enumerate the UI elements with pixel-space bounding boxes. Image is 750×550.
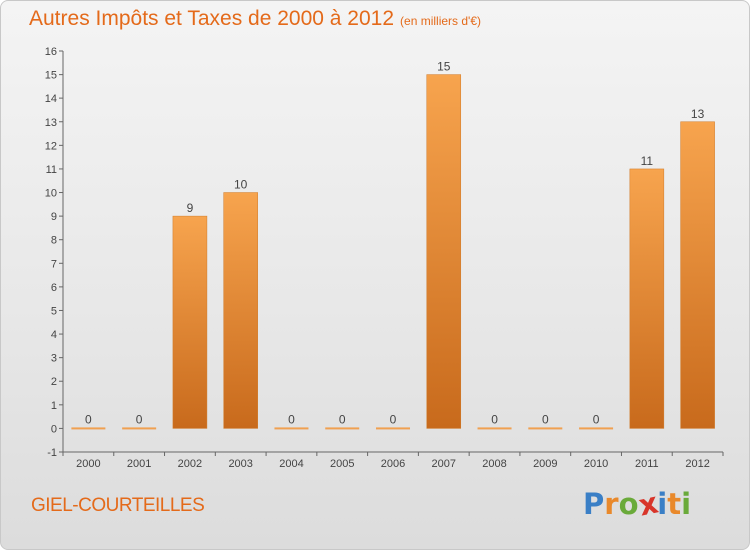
x-tick-label: 2007 bbox=[432, 458, 456, 470]
logo-letter: t bbox=[667, 487, 682, 521]
bar bbox=[629, 168, 665, 429]
data-label: 0 bbox=[339, 412, 346, 426]
y-tick-label: 12 bbox=[45, 140, 57, 152]
bar bbox=[122, 427, 157, 430]
x-tick-label: 2008 bbox=[482, 458, 506, 470]
data-label: 0 bbox=[136, 412, 143, 426]
y-tick-label: 7 bbox=[51, 258, 57, 270]
x-tick-label: 2006 bbox=[381, 458, 405, 470]
y-tick-label: 4 bbox=[51, 329, 57, 341]
bar bbox=[477, 427, 512, 430]
y-tick-label: 2 bbox=[51, 376, 57, 388]
data-label: 11 bbox=[641, 154, 654, 168]
y-tick-label: 14 bbox=[45, 93, 57, 105]
bar bbox=[426, 74, 462, 429]
x-tick-label: 2003 bbox=[228, 458, 252, 470]
y-tick-label: 15 bbox=[45, 70, 57, 82]
y-tick-label: 8 bbox=[51, 235, 57, 247]
x-tick-label: 2012 bbox=[685, 458, 709, 470]
bar bbox=[172, 215, 208, 429]
y-tick-label: 9 bbox=[51, 211, 57, 223]
x-tick-label: 2002 bbox=[178, 458, 202, 470]
bar bbox=[274, 427, 309, 430]
data-label: 0 bbox=[85, 412, 92, 426]
data-label: 13 bbox=[691, 107, 705, 121]
x-tick-label: 2011 bbox=[635, 458, 659, 470]
bar bbox=[528, 427, 563, 430]
y-tick-label: 5 bbox=[51, 305, 57, 317]
bar bbox=[680, 121, 715, 429]
y-tick-label: 11 bbox=[46, 164, 57, 176]
data-label: 0 bbox=[288, 412, 295, 426]
logo-letter: i bbox=[657, 487, 668, 521]
data-label: 10 bbox=[234, 178, 248, 192]
logo-letter: P bbox=[583, 487, 605, 521]
bar bbox=[223, 192, 258, 429]
data-labels: 0 0 9 10 0 0 0 15 0 0 0 11 13 bbox=[85, 60, 705, 427]
x-tick-label: 2009 bbox=[533, 458, 557, 470]
logo-letter: o bbox=[618, 487, 639, 521]
y-tick-label: 1 bbox=[51, 400, 57, 412]
x-tick-label: 2010 bbox=[584, 458, 608, 470]
logo-letter: r bbox=[604, 487, 619, 521]
chart-title: Autres Impôts et Taxes de 2000 à 2012 (en… bbox=[29, 7, 481, 31]
bars bbox=[71, 74, 715, 430]
bar bbox=[325, 427, 360, 430]
data-label: 15 bbox=[437, 60, 451, 74]
y-tick-label: 16 bbox=[45, 46, 57, 58]
x-tick-label: 2001 bbox=[127, 458, 151, 470]
data-label: 0 bbox=[593, 412, 600, 426]
y-tick-label: -1 bbox=[47, 447, 57, 459]
chart-title-unit: (en milliers d'€) bbox=[400, 14, 482, 28]
x-tick-label: 2000 bbox=[76, 458, 100, 470]
place-name: GIEL-COURTEILLES bbox=[31, 495, 205, 516]
bar bbox=[71, 427, 106, 430]
y-tick-label: 13 bbox=[45, 117, 57, 129]
y-tick-label: 6 bbox=[51, 282, 57, 294]
y-tick-label: 10 bbox=[45, 188, 57, 200]
x-tick-label: 2004 bbox=[279, 458, 303, 470]
data-label: 0 bbox=[390, 412, 397, 426]
x-tick-label: 2005 bbox=[330, 458, 354, 470]
bar bbox=[579, 427, 614, 430]
proxiti-logo: Proxiti bbox=[583, 485, 692, 522]
data-label: 0 bbox=[542, 412, 549, 426]
logo-letter: i bbox=[681, 487, 692, 521]
y-tick-label: 3 bbox=[51, 353, 57, 365]
data-label: 9 bbox=[187, 201, 194, 215]
bar bbox=[376, 427, 410, 430]
y-tick-label: 0 bbox=[51, 423, 57, 435]
chart-title-text: Autres Impôts et Taxes de 2000 à 2012 bbox=[29, 7, 395, 30]
data-label: 0 bbox=[491, 412, 498, 426]
